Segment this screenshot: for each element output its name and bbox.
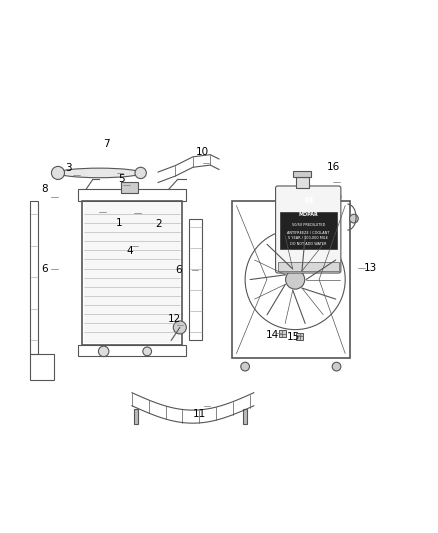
Bar (296, 333, 303, 340)
Text: 6: 6 (176, 265, 182, 275)
Ellipse shape (58, 168, 141, 177)
Text: 7: 7 (103, 139, 110, 149)
Text: 8: 8 (42, 184, 48, 194)
Bar (280, 212, 336, 249)
Circle shape (143, 347, 152, 356)
Circle shape (241, 362, 250, 371)
Text: 5: 5 (118, 174, 124, 184)
Bar (296, 177, 309, 188)
Text: 50/50 PREDILUTED: 50/50 PREDILUTED (292, 223, 325, 227)
Text: 15: 15 (287, 333, 300, 342)
Text: 11: 11 (193, 409, 206, 419)
Text: 4: 4 (127, 246, 133, 256)
Text: MOPAR: MOPAR (298, 212, 318, 217)
Text: 10: 10 (196, 148, 209, 157)
Text: 5 YEAR / 100,000 MILE: 5 YEAR / 100,000 MILE (288, 236, 328, 240)
Bar (279, 330, 286, 337)
Bar (278, 262, 339, 271)
Bar (78, 189, 186, 201)
Text: 13: 13 (364, 263, 377, 273)
Text: 14: 14 (265, 330, 279, 340)
Text: 12: 12 (168, 314, 181, 324)
Bar (189, 219, 202, 341)
Text: ANTIFREEZE / COOLANT: ANTIFREEZE / COOLANT (287, 231, 329, 235)
Circle shape (51, 166, 64, 180)
Circle shape (332, 362, 341, 371)
Bar (30, 353, 53, 379)
FancyBboxPatch shape (276, 186, 341, 273)
Bar (232, 201, 350, 358)
Bar (134, 409, 138, 424)
Bar (84, 204, 180, 343)
Circle shape (135, 167, 146, 179)
Circle shape (286, 270, 305, 289)
Circle shape (350, 214, 358, 223)
Text: 1: 1 (116, 218, 122, 228)
Text: M: M (304, 197, 312, 206)
Bar (82, 201, 182, 345)
Bar (121, 182, 138, 192)
Bar (30, 201, 38, 353)
Text: 2: 2 (155, 219, 161, 229)
Circle shape (99, 346, 109, 357)
Text: 3: 3 (66, 163, 72, 173)
Bar (243, 409, 247, 424)
Text: DO NOT ADD WATER: DO NOT ADD WATER (290, 242, 326, 246)
Circle shape (332, 192, 341, 201)
Bar (293, 171, 311, 177)
Text: 16: 16 (326, 162, 339, 172)
Text: 6: 6 (42, 264, 48, 273)
Circle shape (173, 321, 186, 334)
Bar (78, 345, 186, 356)
